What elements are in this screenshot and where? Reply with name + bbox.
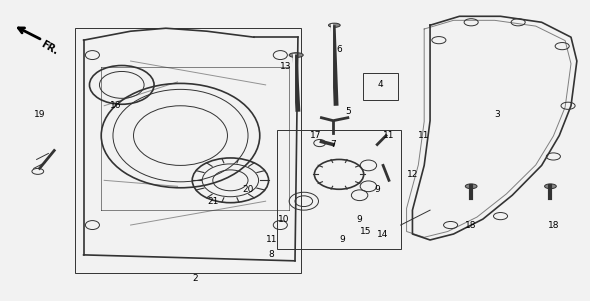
Text: 15: 15 [360,227,371,235]
Text: 20: 20 [242,185,254,194]
Text: 8: 8 [268,250,274,259]
Text: 11: 11 [266,235,277,244]
Text: 11: 11 [418,131,430,140]
Text: 19: 19 [34,110,45,119]
Text: 18: 18 [548,221,559,230]
Text: 10: 10 [277,215,289,224]
Bar [75,28,301,273]
Text: 17: 17 [310,131,322,140]
Ellipse shape [545,184,556,189]
Text: 2: 2 [192,274,198,283]
Text: 16: 16 [110,101,122,110]
Text: 12: 12 [407,170,418,179]
Ellipse shape [289,53,303,57]
Ellipse shape [329,23,340,27]
Text: 5: 5 [345,107,350,116]
Text: 6: 6 [336,45,342,54]
Text: 9: 9 [339,235,345,244]
Text: 3: 3 [495,110,500,119]
Text: 11: 11 [384,131,395,140]
Text: 18: 18 [466,221,477,230]
Text: 14: 14 [378,229,389,238]
Text: 9: 9 [357,215,362,224]
Text: 7: 7 [330,140,336,149]
Text: 4: 4 [378,80,383,89]
Bar [277,130,401,249]
Text: 9: 9 [374,185,380,194]
Text: 21: 21 [207,197,218,206]
Text: FR.: FR. [40,39,60,56]
Text: 13: 13 [280,63,292,72]
Bar [362,73,398,100]
Ellipse shape [466,184,477,189]
